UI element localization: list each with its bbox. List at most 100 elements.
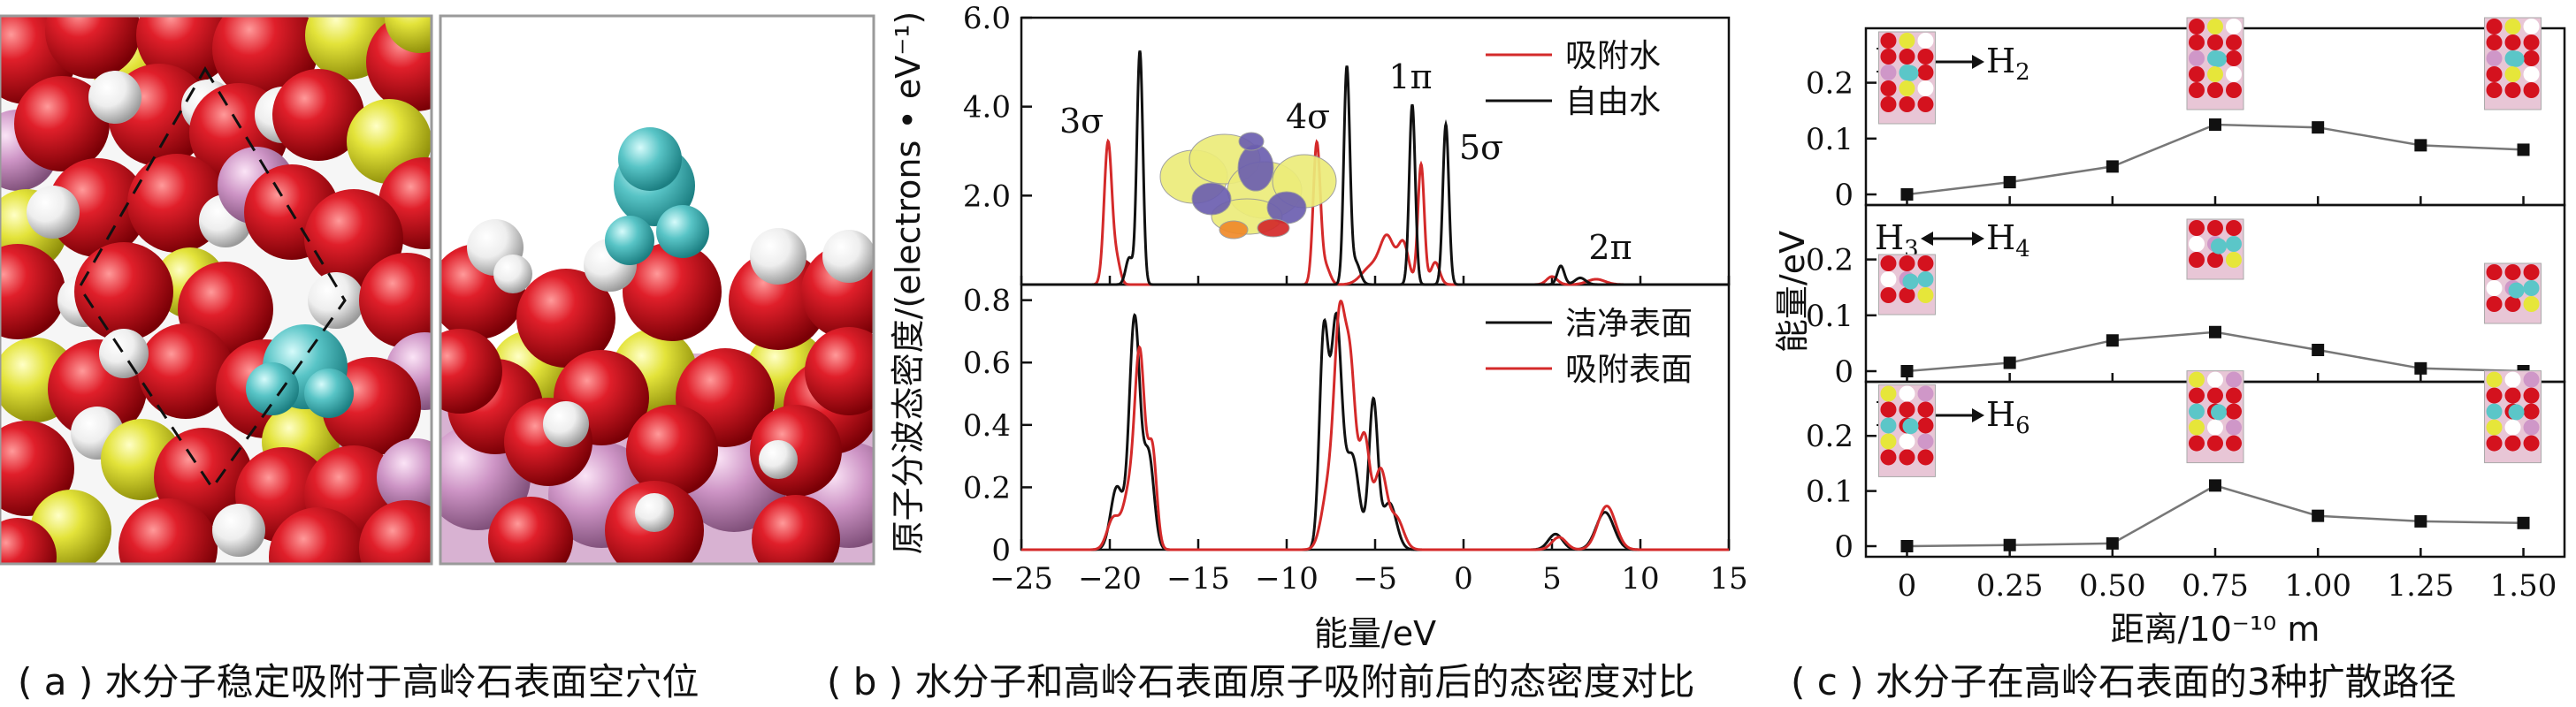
thumbnail-atom (2523, 82, 2540, 98)
thumbnail-atom (1880, 401, 1897, 418)
thumbnail-atom (1880, 96, 1897, 112)
thumbnail-atom (1917, 385, 1934, 402)
thumbnail-atom (1880, 433, 1897, 450)
thumbnail-atom (1917, 417, 1934, 434)
diffusion-ytick-label: 0.2 (1806, 243, 1854, 278)
dos-bottom-legend-label: 洁净表面 (1565, 306, 1693, 342)
thumbnail-water (2508, 50, 2525, 67)
diffusion-point (2312, 509, 2325, 522)
atom-h (88, 71, 141, 124)
thumbnail-atom (1899, 449, 1915, 466)
diffusion-xtick-label: 1.25 (2388, 568, 2455, 604)
atom-h (635, 493, 674, 532)
surface-atoms-top-view (0, 16, 432, 564)
structure-thumbnail (2484, 370, 2542, 464)
adsorbed-water-hydrogen (605, 216, 654, 265)
thumbnail-atom (1899, 96, 1915, 112)
thumbnail-atom (2486, 387, 2503, 404)
thumbnail-atom (2226, 50, 2242, 66)
atom-o (269, 507, 368, 564)
diffusion-xtick-label: 0.50 (2079, 568, 2146, 604)
thumbnail-atom (1899, 33, 1915, 49)
adsorbed-water-hydrogen (304, 369, 354, 418)
thumbnail-atom (2226, 82, 2242, 98)
thumbnail-atom (2523, 50, 2540, 66)
arrow-head-right (1972, 408, 1984, 422)
thumbnail-atom (2189, 82, 2205, 98)
thumbnail-atom (2486, 34, 2503, 50)
atom-o (440, 329, 502, 414)
atom-o (118, 498, 218, 564)
caption-c: ( c ) 水分子在高岭石表面的3种扩散路径 (1791, 660, 2457, 703)
thumbnail-atom (2486, 280, 2503, 296)
diffusion-point (1900, 540, 1914, 552)
thumbnail-atom (2189, 34, 2205, 50)
atom-o (0, 518, 57, 564)
atom-o (74, 242, 173, 341)
structure-thumbnail (2186, 17, 2244, 110)
arrow-head-right (1972, 232, 1984, 246)
dos-bottom-ytick-label: 0 (991, 533, 1011, 568)
thumbnail-atom (2226, 66, 2242, 82)
thumbnail-atom (2504, 419, 2521, 436)
thumbnail-atom (2226, 220, 2242, 236)
thumbnail-atom (1880, 449, 1897, 466)
isosurface-lobe (1191, 182, 1232, 216)
thumbnail-atom (1880, 65, 1897, 80)
thumbnail-atom (2189, 387, 2205, 404)
diffusion-point (2003, 356, 2016, 369)
atom-h (822, 230, 874, 283)
isosurface-lobe (1219, 220, 1249, 239)
diffusion-point (2209, 118, 2221, 131)
atom-o (752, 495, 840, 564)
diffusion-xtick-label: 0 (1898, 568, 1917, 604)
thumbnail-atom (2486, 264, 2503, 280)
atom-o (14, 76, 110, 171)
thumbnail-atom (2486, 19, 2503, 34)
diffusion-point (2312, 121, 2325, 134)
thumbnail-atom (2504, 66, 2521, 82)
thumbnail-atom (1880, 417, 1897, 434)
thumbnail-water (2211, 404, 2227, 421)
thumbnail-atom (2207, 220, 2223, 236)
thumbnail-atom (1917, 80, 1934, 96)
thumbnail-atom (2189, 371, 2205, 388)
thumbnail-atom (2226, 435, 2242, 452)
diffusion-point (2106, 160, 2119, 173)
thumbnail-atom (2207, 34, 2223, 50)
dos-xtick-label: −10 (1255, 561, 1319, 597)
thumbnail-atom (2504, 371, 2521, 388)
diffusion-xtick-label: 1.00 (2284, 568, 2351, 604)
diffusion-point (2414, 514, 2427, 528)
thumbnail-atom (2189, 220, 2205, 236)
diffusion-energy-line (1907, 484, 2524, 548)
atom-o (272, 69, 364, 161)
diffusion-point (2517, 516, 2530, 529)
thumbnail-atom (1917, 433, 1934, 450)
thumbnail-atom (2207, 371, 2223, 388)
panel-a-frame (0, 14, 433, 566)
thumbnail-atom (2486, 371, 2503, 388)
dos-top-legend-label: 自由水 (1565, 84, 1661, 120)
dos-top-ytick-label: 6.0 (963, 1, 1011, 36)
thumbnail-atom (2486, 296, 2503, 312)
thumbnail-atom (2504, 264, 2521, 280)
atom-h (99, 329, 149, 378)
atom-h (493, 255, 532, 293)
atom-h (212, 504, 265, 557)
thumbnail-atom (1880, 271, 1897, 287)
diffusion-point (2003, 176, 2016, 189)
dos-orbital-label: 4σ (1286, 97, 1330, 136)
thumbnail-atom (2207, 419, 2223, 436)
thumbnail-atom (2523, 280, 2540, 296)
thumbnail-water (1902, 65, 1919, 81)
thumbnail-atom (2226, 387, 2242, 404)
atom-o (359, 500, 432, 564)
panel-b-dos: 2.0 4.0 6.0 0 0.2 0.4 0.6 0.8 −25 −20 −15 −10 −5 0 5 10… (889, 1, 1748, 653)
dos-xtick-label: −15 (1166, 561, 1230, 597)
diffusion-point (2414, 139, 2427, 152)
thumbnail-atom (2523, 264, 2540, 280)
thumbnail-atom (2523, 34, 2540, 50)
thumbnail-atom (1880, 255, 1897, 271)
